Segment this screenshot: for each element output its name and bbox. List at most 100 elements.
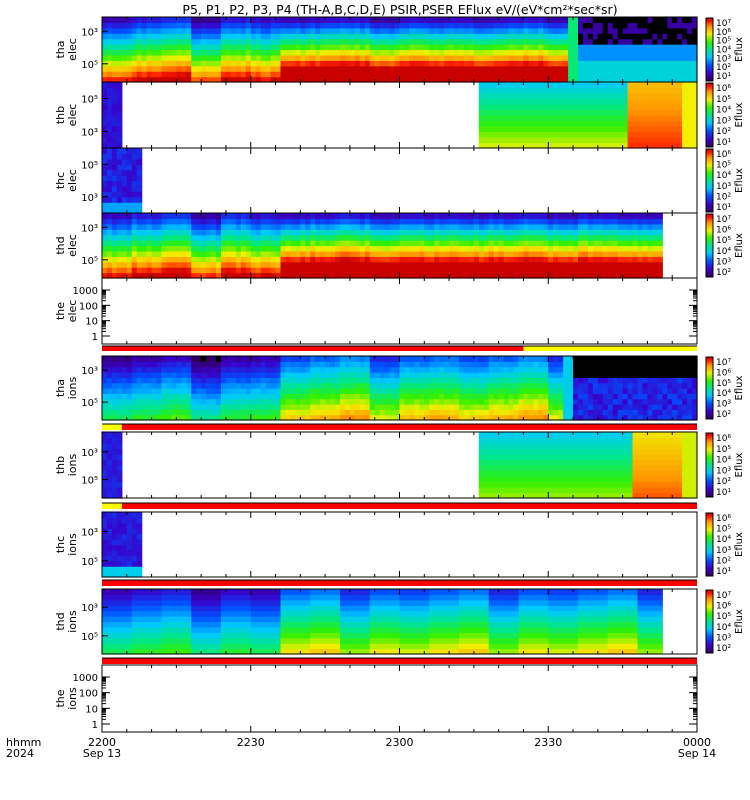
spectrogram-cell (508, 250, 515, 257)
spectrogram-cell (637, 250, 644, 257)
spectrogram-cell (578, 49, 584, 56)
spectrogram-cell (488, 382, 495, 389)
spectrogram-cell (221, 38, 227, 45)
spectrogram-cell (315, 60, 321, 67)
spectrogram-cell (211, 261, 217, 268)
spectrogram-cell (652, 98, 658, 105)
spectrogram-cell (553, 398, 559, 405)
spectrogram-cell (627, 54, 634, 61)
spectrogram-cell (379, 261, 386, 268)
spectrogram-cell (141, 49, 148, 56)
spectrogram-cell (240, 372, 247, 378)
spectrogram-cell (587, 60, 594, 67)
spectrogram-cell (543, 76, 549, 83)
spectrogram-cell (330, 366, 336, 373)
spectrogram-cell (102, 175, 108, 182)
spectrogram-cell (617, 272, 624, 279)
spectrogram-cell (493, 272, 500, 279)
spectrogram-cell (389, 33, 396, 40)
spectrogram-cell (627, 218, 634, 225)
spectrogram-cell (235, 261, 242, 268)
spectrogram-cell (568, 382, 574, 389)
spectrogram-cell (573, 38, 579, 45)
spectrogram-cell (607, 104, 614, 111)
spectrogram-cell (265, 261, 272, 268)
spectrogram-cell (662, 104, 668, 111)
spectrogram-cell (508, 54, 515, 61)
spectrogram-cell (528, 33, 534, 40)
spectrogram-cell (166, 229, 173, 236)
spectrogram-cell (642, 109, 649, 116)
spectrogram-cell (424, 60, 430, 67)
spectrogram-cell (528, 382, 534, 389)
spectrogram-cell (587, 76, 594, 83)
spectrogram-cell (191, 71, 197, 78)
spectrogram-cell (245, 33, 252, 40)
spectrogram-cell (196, 27, 202, 34)
spectrogram-cell (449, 213, 455, 220)
spectrogram-cell (305, 272, 311, 279)
spectrogram-cell (270, 17, 277, 24)
spectrogram-cell (528, 44, 534, 51)
spectrogram-cell (225, 361, 232, 368)
spectrogram-cell (131, 27, 138, 34)
spectrogram-cell (632, 33, 639, 40)
spectrogram-cell (131, 33, 138, 40)
spectrogram-cell (513, 131, 520, 138)
spectrogram-cell (449, 414, 455, 421)
spectrogram-cell (280, 409, 287, 416)
spectrogram-cell (568, 115, 574, 122)
spectrogram-cell (424, 267, 430, 274)
spectrogram-cell (191, 356, 197, 362)
spectrogram-cell (354, 267, 361, 274)
spectrogram-cell (201, 245, 207, 252)
spectrogram-cell (176, 272, 182, 279)
spectrogram-cell (672, 17, 678, 24)
spectrogram-cell (657, 234, 663, 241)
spectrogram-cell (657, 126, 663, 133)
spectrogram-cell (216, 240, 222, 247)
spectrogram-cell (553, 223, 559, 230)
spectrogram-cell (677, 142, 683, 149)
spectrogram-cell (637, 54, 644, 61)
spectrogram-cell (493, 137, 500, 144)
spectrogram-cell (186, 393, 192, 400)
spectrogram-cell (340, 213, 346, 220)
colorbar-tick-label: 10⁵ (716, 95, 731, 105)
spectrogram-cell (181, 213, 187, 220)
spectrogram-cell (538, 404, 544, 410)
spectrogram-cell (354, 240, 361, 247)
spectrogram-cell (136, 356, 143, 362)
spectrogram-cell (280, 76, 287, 83)
spectrogram-cell (647, 65, 653, 72)
spectrogram-cell (478, 93, 485, 100)
spectrogram-cell (483, 409, 490, 416)
spectrogram-cell (146, 393, 153, 400)
spectrogram-cell (587, 213, 594, 220)
spectrogram-cell (166, 27, 173, 34)
spectrogram-cell (473, 44, 480, 51)
spectrogram-cell (449, 272, 455, 279)
spectrogram-cell (399, 261, 406, 268)
spectrogram-cell (563, 240, 569, 247)
spectrogram-cell (518, 393, 525, 400)
spectrogram-cell (483, 44, 490, 51)
spectrogram-cell (498, 126, 505, 133)
spectrogram-cell (191, 49, 197, 56)
spectrogram-cell (102, 267, 108, 274)
spectrogram-cell (449, 404, 455, 410)
spectrogram-cell (612, 115, 619, 122)
spectrogram-cell (394, 240, 401, 247)
panel-frame (101, 277, 698, 345)
spectrogram-cell (245, 267, 252, 274)
spectrogram-cell (250, 414, 257, 421)
spectrogram-cell (161, 256, 168, 263)
spectrogram-cell (126, 250, 133, 257)
spectrogram-cell (449, 22, 455, 29)
spectrogram-cell (672, 87, 678, 94)
spectrogram-cell (384, 361, 391, 368)
spectrogram-cell (444, 256, 450, 263)
spectrogram-cell (384, 256, 391, 263)
spectrogram-cell (677, 76, 683, 83)
spectrogram-cell (692, 87, 698, 94)
